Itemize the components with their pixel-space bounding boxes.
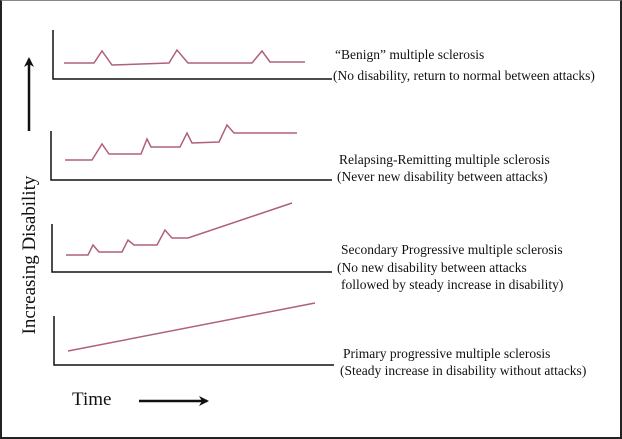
panel-primary-line — [67, 302, 316, 352]
panel-secondary-title: Secondary Progressive multiple sclerosis — [341, 242, 563, 257]
panel-secondary-subtitle: (No new disability between attacks — [337, 260, 527, 275]
panel-primary-title: Primary progressive multiple sclerosis — [343, 346, 551, 361]
panel-relapsing-axes — [50, 131, 332, 181]
panel-secondary-line — [66, 202, 293, 256]
panel-secondary-subtitle-2: followed by steady increase in disabilit… — [341, 277, 564, 292]
panel-benign-title: “Benign” multiple sclerosis — [335, 47, 485, 62]
panel-benign-axes — [52, 30, 332, 80]
panel-primary-subtitle: (Steady increase in disability without a… — [340, 363, 587, 378]
panel-relapsing-line — [65, 123, 297, 161]
panel-benign-line — [64, 48, 305, 66]
panel-benign-subtitle: (No disability, return to normal between… — [333, 68, 595, 83]
panel-primary-axes — [53, 316, 334, 366]
panel-relapsing-title: Relapsing-Remitting multiple sclerosis — [339, 152, 550, 167]
panel-relapsing-subtitle: (Never new disability between attacks) — [337, 169, 548, 184]
y-axis-label: Increasing Disability — [19, 175, 40, 335]
x-axis-label: Time — [72, 389, 112, 410]
panel-secondary-axes — [51, 224, 332, 273]
